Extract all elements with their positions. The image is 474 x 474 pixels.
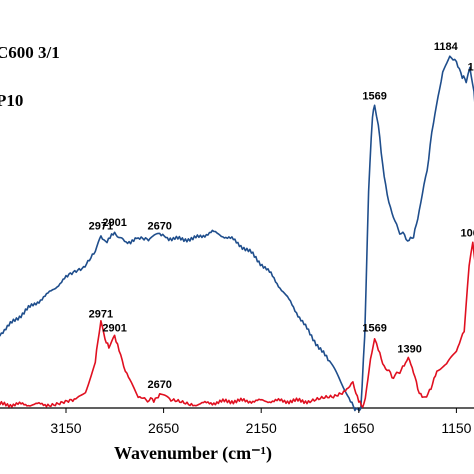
peak-label: 1081 (468, 62, 474, 74)
peak-label: 1569 (362, 90, 386, 102)
legend-entry-c600: C600 3/1 (0, 43, 60, 62)
annotation-layer: 2971290126701569118410812971290126701569… (89, 41, 474, 391)
x-tick-label: 2150 (246, 420, 277, 436)
series-layer (0, 55, 474, 412)
series-line-c600 (0, 55, 474, 412)
peak-label: 1390 (397, 344, 421, 356)
peak-label: 1184 (434, 41, 459, 53)
x-tick-label: 2650 (148, 420, 179, 436)
peak-label: 2971 (89, 309, 113, 321)
x-tick-layer: 3150 2650 2150 1650 1150 (50, 408, 472, 436)
x-tick-label: 3150 (50, 420, 81, 436)
peak-label: 2670 (147, 221, 171, 233)
peak-label: 2670 (147, 379, 171, 391)
x-tick-label: 1150 (441, 420, 471, 436)
x-tick-label: 1650 (343, 420, 374, 436)
peak-label: 1569 (362, 323, 386, 335)
legend-entry-p10: P10 (0, 91, 23, 110)
peak-label: 2901 (102, 217, 126, 229)
peak-label: 2971 (89, 221, 113, 233)
peak-label: 1066 (461, 228, 474, 240)
series-line-p10 (0, 241, 474, 408)
peak-label: 2901 (102, 323, 126, 335)
x-axis-label: Wavenumber (cm⁻¹) (114, 443, 272, 464)
